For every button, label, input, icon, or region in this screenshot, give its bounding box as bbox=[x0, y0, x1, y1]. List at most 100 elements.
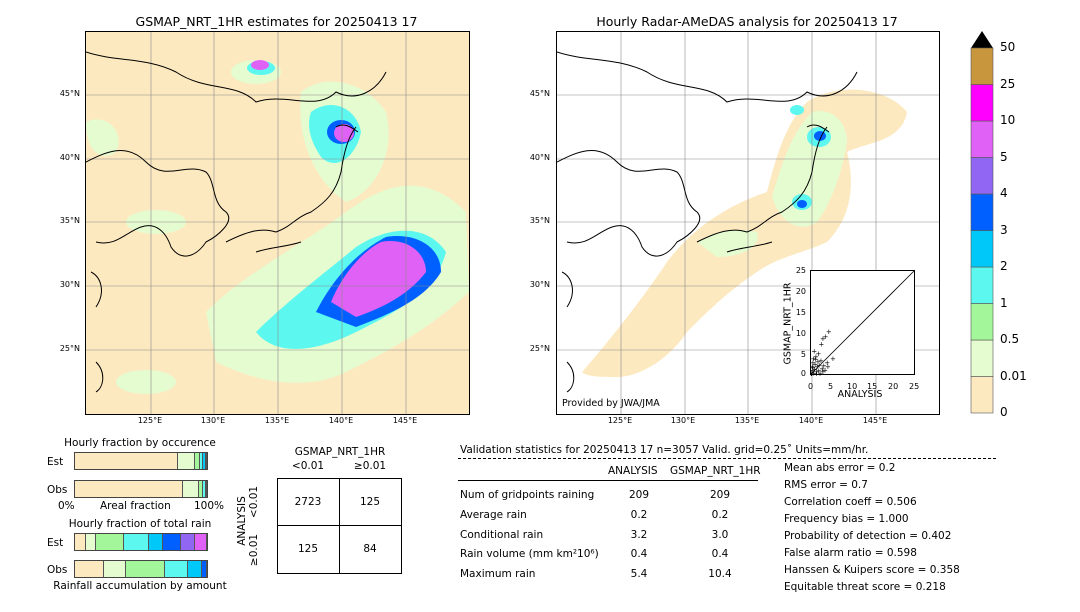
validation-row-analysis: 0.2 bbox=[630, 509, 648, 521]
occurrence-est-bar bbox=[74, 452, 208, 470]
occurrence-axis-left: 0% bbox=[58, 500, 75, 512]
contingency-row-ge: ≥0.01 bbox=[248, 533, 260, 567]
total-rain-obs-bar bbox=[74, 560, 208, 578]
colorbar-segment bbox=[970, 376, 994, 414]
scatter-point: + bbox=[816, 367, 822, 375]
right-lat-tick: 45°N bbox=[529, 89, 550, 98]
total-rain-est-bar bbox=[74, 533, 208, 551]
colorbar-segment bbox=[970, 230, 994, 268]
fraction-segment bbox=[75, 481, 184, 497]
fraction-segment bbox=[195, 534, 207, 550]
validation-col-analysis: ANALYSIS bbox=[608, 465, 658, 477]
colorbar bbox=[970, 31, 994, 414]
validation-header: Validation statistics for 20250413 17 n=… bbox=[460, 444, 869, 456]
right-lat-tick: 40°N bbox=[529, 153, 550, 162]
right-lat-tick: 25°N bbox=[529, 344, 550, 353]
fraction-segment bbox=[164, 561, 189, 577]
scatter-point: + bbox=[810, 359, 816, 367]
scatter-point: + bbox=[813, 356, 819, 364]
score-rms-error: RMS error = 0.7 bbox=[784, 479, 868, 491]
fraction-segment bbox=[200, 453, 203, 469]
scatter-point: + bbox=[830, 355, 836, 363]
scatter-xtick: 5 bbox=[828, 382, 834, 391]
score-mean-abs-error: Mean abs error = 0.2 bbox=[784, 462, 896, 474]
colorbar-segment bbox=[970, 303, 994, 341]
fraction-segment bbox=[203, 453, 206, 469]
validation-row-label: Rain volume (mm km²10⁶) bbox=[460, 548, 599, 560]
data-credit: Provided by JWA/JMA bbox=[562, 398, 660, 409]
validation-row-label: Maximum rain bbox=[460, 568, 536, 580]
total-rain-axis-label: Rainfall accumulation by amount bbox=[53, 580, 227, 592]
scatter-point: + bbox=[818, 340, 824, 348]
scatter-ytick: 15 bbox=[795, 308, 806, 317]
fraction-segment bbox=[205, 481, 207, 497]
scatter-ytick: 25 bbox=[795, 266, 806, 275]
colorbar-segment bbox=[970, 47, 994, 85]
score-frequency-bias: Frequency bias = 1.000 bbox=[784, 513, 909, 525]
scatter-point: + bbox=[819, 365, 825, 373]
colorbar-label: 4 bbox=[1000, 186, 1008, 200]
colorbar-label: 2 bbox=[1000, 259, 1008, 273]
colorbar-segment bbox=[970, 120, 994, 158]
contingency-value-d: 84 bbox=[363, 543, 377, 555]
occurrence-row-obs: Obs bbox=[47, 484, 68, 496]
fraction-segment bbox=[148, 534, 164, 550]
right-lat-tick: 30°N bbox=[529, 280, 550, 289]
scatter-point: + bbox=[821, 362, 827, 370]
fraction-segment bbox=[195, 453, 201, 469]
colorbar-label: 1 bbox=[1000, 295, 1008, 310]
total-rain-row-obs: Obs bbox=[47, 564, 68, 576]
total-rain-title: Hourly fraction of total rain bbox=[68, 518, 212, 530]
fraction-segment bbox=[203, 481, 206, 497]
colorbar-segment bbox=[970, 84, 994, 122]
scatter-point: + bbox=[817, 370, 823, 376]
colorbar-segment bbox=[970, 157, 994, 195]
scatter-xtick: 10 bbox=[847, 382, 858, 391]
right-lon-tick: 125°E bbox=[607, 416, 633, 425]
validation-row-label: Conditional rain bbox=[460, 529, 544, 541]
colorbar-segment bbox=[970, 339, 994, 377]
contingency-col-ge: ≥0.01 bbox=[353, 460, 387, 472]
contingency-row-title: ANALYSIS bbox=[236, 496, 248, 546]
scatter-xtick: 0 bbox=[808, 382, 814, 391]
score-pod: Probability of detection = 0.402 bbox=[784, 530, 952, 542]
validation-row-gsmap: 0.2 bbox=[711, 509, 729, 521]
occurrence-row-est: Est bbox=[47, 456, 64, 468]
scatter-xtick: 15 bbox=[867, 382, 878, 391]
left-lat-tick: 45°N bbox=[59, 89, 80, 98]
scatter-point: + bbox=[813, 371, 819, 376]
left-map-canvas bbox=[86, 32, 469, 414]
colorbar-segment bbox=[970, 193, 994, 231]
scatter-point: + bbox=[815, 358, 821, 366]
colorbar-label: 5 bbox=[1000, 149, 1008, 164]
left-lon-tick: 135°E bbox=[264, 416, 290, 425]
scatter-point: + bbox=[810, 371, 814, 376]
fraction-segment bbox=[201, 561, 207, 577]
scatter-y-ticks: 25 20 15 10 5 0 bbox=[790, 266, 806, 381]
colorbar-label: 25 bbox=[1000, 76, 1016, 91]
colorbar-label: 50 bbox=[1000, 40, 1016, 54]
validation-row-label: Num of gridpoints raining bbox=[460, 489, 595, 501]
contingency-col-title: GSMAP_NRT_1HR bbox=[294, 446, 386, 458]
scatter-point: + bbox=[810, 355, 816, 363]
scatter-point: + bbox=[812, 365, 818, 373]
scatter-point: + bbox=[826, 328, 832, 336]
left-lat-tick: 25°N bbox=[59, 344, 80, 353]
scatter-ytick: 0 bbox=[800, 369, 806, 378]
fraction-segment bbox=[126, 561, 165, 577]
scatter-point: + bbox=[825, 363, 831, 371]
left-lat-tick: 40°N bbox=[59, 153, 80, 162]
scatter-point: + bbox=[810, 370, 815, 376]
scatter-ytick: 20 bbox=[795, 287, 806, 296]
right-lon-tick: 140°E bbox=[798, 416, 824, 425]
scatter-point: + bbox=[816, 362, 822, 370]
left-lat-tick: 30°N bbox=[59, 280, 80, 289]
validation-row-gsmap: 0.4 bbox=[711, 548, 729, 560]
scatter-point: + bbox=[810, 364, 816, 372]
fraction-segment bbox=[96, 534, 124, 550]
fraction-segment bbox=[188, 561, 202, 577]
scatter-point: + bbox=[810, 363, 815, 371]
right-lat-tick: 35°N bbox=[529, 216, 550, 225]
fraction-segment bbox=[85, 534, 97, 550]
score-ets: Equitable threat score = 0.218 bbox=[784, 581, 946, 593]
